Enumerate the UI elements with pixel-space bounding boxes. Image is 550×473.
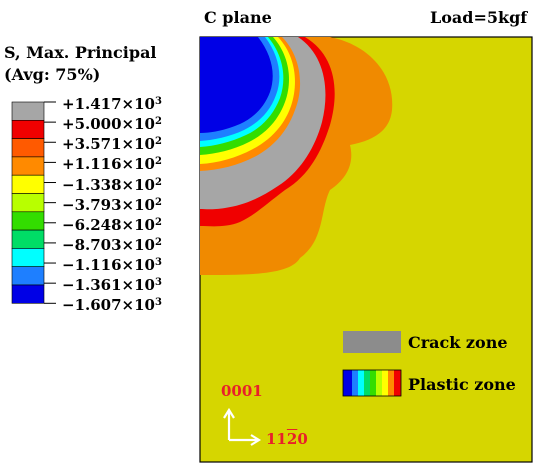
legend-mantissa: −1.116×10 [62,256,155,275]
plastic-zone-label: Plastic zone [408,375,516,394]
legend-exponent: 2 [154,116,162,128]
legend-exponent: 2 [154,216,162,228]
legend-mantissa: −1.338×10 [62,175,155,194]
legend-mantissa: −1.607×10 [62,296,155,315]
legend-label: +3.571×102 [62,134,162,152]
legend-exponent: 2 [154,136,162,148]
load-label: Load=5kgf [430,8,528,27]
legend-mantissa: −3.793×10 [62,195,155,214]
legend-label: −1.607×103 [62,295,162,313]
legend-exponent: 3 [154,96,162,107]
horizontal-suffix: 0 [297,430,308,448]
blue-core [200,37,273,133]
vertical-axis-label: 0001 [221,382,263,400]
horizontal-overbar: 2 [286,430,298,448]
legend-exponent: 3 [154,257,162,269]
legend-mantissa: −1.361×10 [62,276,155,295]
legend-title-line1: S, Max. Principal [4,43,157,62]
legend-exponent: 2 [154,156,162,168]
legend-label: −8.703×102 [62,235,162,253]
axis-arrows [223,407,262,446]
legend-label: −1.338×102 [62,175,162,193]
legend-band [11,284,45,304]
legend-exponent: 3 [154,277,162,289]
legend-exponent: 2 [154,196,162,208]
legend-mantissa: +1.116×10 [62,155,155,174]
legend-mantissa: −8.703×10 [62,235,155,254]
plastic-zone-swatch [342,369,402,397]
legend-mantissa: +1.417×10 [62,95,155,113]
legend-exponent: 2 [154,176,162,188]
vertical-arrow-head [223,407,235,419]
legend-label: +1.116×102 [62,154,162,172]
legend-title-line2: (Avg: 75%) [4,65,101,84]
legend-label: −1.361×103 [62,275,162,293]
legend-mantissa: +3.571×10 [62,135,155,154]
crack-zone-label: Crack zone [408,333,508,352]
legend-label: +5.000×102 [62,114,162,132]
legend-label: −1.116×103 [62,255,162,273]
horizontal-prefix: 11 [266,430,287,448]
legend-label: +1.417×103 [62,94,162,112]
plane-label: C plane [204,8,272,27]
crack-zone-swatch [343,331,401,353]
legend-mantissa: +5.000×10 [62,115,155,134]
legend-exponent: 2 [154,236,162,248]
horizontal-arrow-head [250,434,262,446]
legend-mantissa: −6.248×10 [62,215,155,234]
legend-label: −6.248×102 [62,215,162,233]
legend-label: −3.793×102 [62,195,162,213]
legend-exponent: 3 [154,297,162,309]
legend-title: S, Max. Principal (Avg: 75%) [4,42,157,86]
horizontal-axis-label: 1120 [266,430,308,448]
